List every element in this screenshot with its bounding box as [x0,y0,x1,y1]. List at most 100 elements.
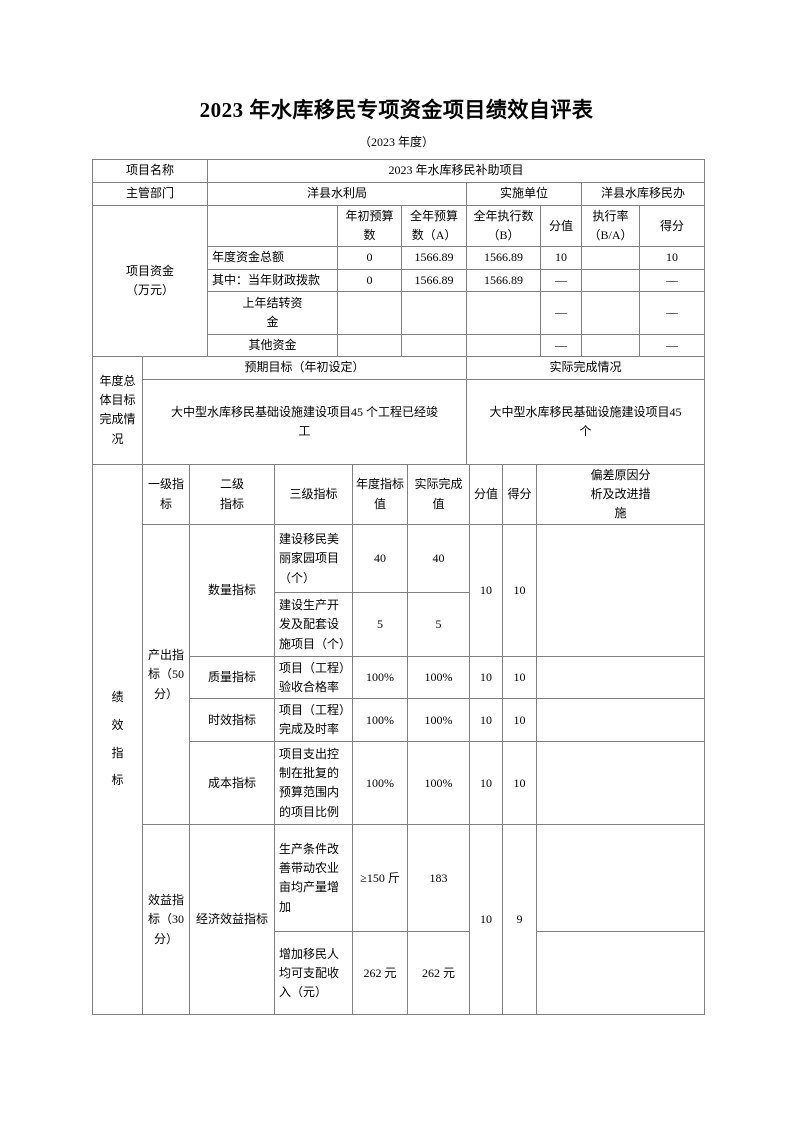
funds-score-value: — [540,290,583,335]
indicator-row: 质量指标 项目（工程）验收合格率 100% 100% 10 10 [93,656,706,700]
funds-row-other: 其他资金 — — [93,333,706,357]
funds-execution-rate [581,290,641,335]
project-name-value: 2023 年水库移民补助项目 [207,158,706,183]
funds-row-label-text: 上年结转资金 [242,295,303,329]
funds-initial-budget [337,333,403,357]
goal-expected-value: 大中型水库移民基础设施建设项目45 个工程已经竣工 [141,378,468,465]
annual-target-value: ≥150 斤 [352,824,409,933]
goal-header-row: 年度总体目标完成情况 预期目标（年初设定） 实际完成情况 [92,355,706,465]
performance-section-label: 绩效指标 [92,463,143,1016]
score: 9 [502,824,538,1016]
col-deviation-text: 偏差原因分析及改进措施 [590,467,651,521]
deviation-cell [536,698,706,743]
funds-annual-execution [466,333,542,357]
level3-indicator: 增加移民人均可支配收入（元） [274,931,354,1016]
funds-score: 10 [639,246,706,270]
funds-col-annual-budget: 全年预算数（A） [401,204,468,248]
col-annual-target: 年度指标值 [352,463,409,526]
funds-col-score: 得分 [639,204,706,248]
col-level2-text: 二级指标 [220,477,245,511]
score-value: 10 [469,824,504,1016]
department-row: 主管部门 洋县水利局 实施单位 洋县水库移民办 [91,181,706,206]
actual-completed-value: 100% [407,741,471,826]
funds-col-initial-budget: 年初预算数 [337,204,403,248]
score: 10 [502,741,538,826]
funds-execution-rate [581,246,641,270]
indicator-row: 成本指标 项目支出控制在批复的预算范围内的项目比例 100% 100% 10 1… [93,741,706,826]
level3-indicator: 项目（工程）验收合格率 [274,656,354,700]
annual-target-value: 100% [352,741,409,826]
goal-expected-header: 预期目标（年初设定） [141,355,468,380]
funds-annual-execution: 1566.89 [466,268,542,292]
actual-completed-value: 100% [407,698,471,743]
goal-actual-text: 大中型水库移民基础设施建设项目45 个 [489,404,682,438]
funds-initial-budget: 0 [337,268,403,292]
funds-score-value: — [540,333,583,357]
funds-col-execution-rate: 执行率（B/A） [581,204,641,248]
funds-annual-execution: 1566.89 [466,246,542,270]
score-value: 10 [469,524,504,658]
actual-completed-value: 100% [407,656,471,700]
funds-col-score-value: 分值 [540,204,583,248]
col-score: 得分 [502,463,538,526]
col-actual-value: 实际完成值 [407,463,471,526]
score-value: 10 [469,656,504,700]
actual-completed-value: 183 [407,824,471,933]
annual-target-value: 262 元 [352,931,409,1016]
level3-indicator: 项目支出控制在批复的预算范围内的项目比例 [274,741,354,826]
funds-header-row: 项目资金（万元） 年初预算数 全年预算数（A） 全年执行数（B） 分值 执行率（… [91,204,706,357]
funds-section-label: 项目资金（万元） [91,204,209,357]
funds-annual-execution [466,290,542,335]
funds-annual-budget [401,290,468,335]
annual-target-value: 100% [352,698,409,743]
annual-target-value: 40 [352,524,409,594]
actual-completed-value: 262 元 [407,931,471,1016]
funds-row-label: 上年结转资金 [207,290,339,335]
deviation-cell [536,931,706,1016]
actual-completed-value: 40 [407,524,471,594]
level1-output: 产出指标（50 分） [142,524,190,826]
funds-col-annual-execution: 全年执行数（B） [466,204,542,248]
indicator-header-row: 绩效指标 一级指标 二级指标 三级指标 年度指标值 实际完成值 分值 得分 偏差… [92,463,706,1016]
col-deviation: 偏差原因分析及改进措施 [536,463,706,526]
goal-actual-header: 实际完成情况 [466,355,706,380]
level2-timeliness: 时效指标 [188,698,276,743]
goal-expected-text: 大中型水库移民基础设施建设项目45 个工程已经竣工 [171,404,439,438]
funds-blank-cell [207,204,339,248]
goal-section-label: 年度总体目标完成情况 [92,355,143,465]
funds-row-label: 年度资金总额 [207,246,339,270]
doc-subtitle: （2023 年度） [358,135,434,150]
level3-indicator: 建设移民美丽家园项目（个） [274,524,354,594]
level3-indicator: 建设生产开发及配套设施项目（个） [274,592,354,658]
score-value: 10 [469,698,504,743]
annual-target-value: 100% [352,656,409,700]
funds-score-value: — [540,268,583,292]
indicator-row: 增加移民人均可支配收入（元） 262 元 262 元 [93,931,706,1016]
indicator-row: 产出指标（50 分） 数量指标 建设移民美丽家园项目（个） 40 40 10 1… [93,524,706,826]
self-evaluation-table: 项目名称 2023 年水库移民补助项目 主管部门 洋县水利局 实施单位 洋县水库… [91,158,706,1016]
performance-section-label-text: 绩效指标 [111,690,124,788]
score-value: 10 [469,741,504,826]
level2-quality: 质量指标 [188,656,276,700]
funds-execution-rate [581,333,641,357]
level1-benefit: 效益指标（30 分） [142,824,190,1016]
department-label: 主管部门 [91,181,209,206]
project-name-label: 项目名称 [91,158,209,183]
col-level2: 二级指标 [188,463,276,526]
funds-initial-budget: 0 [337,246,403,270]
funds-score: — [639,333,706,357]
funds-row-fiscal: 其中：当年财政拨款 0 1566.89 1566.89 — — [93,268,706,292]
level2-economic: 经济效益指标 [188,824,276,1016]
deviation-cell [536,524,706,658]
goal-actual-value: 大中型水库移民基础设施建设项目45 个 [466,378,706,465]
annual-target-value: 5 [352,592,409,658]
funds-score: — [639,268,706,292]
funds-score-value: 10 [540,246,583,270]
deviation-cell [536,824,706,933]
score: 10 [502,524,538,658]
col-level3: 三级指标 [274,463,354,526]
funds-annual-budget: 1566.89 [401,246,468,270]
col-level1: 一级指标 [142,463,190,526]
score: 10 [502,656,538,700]
